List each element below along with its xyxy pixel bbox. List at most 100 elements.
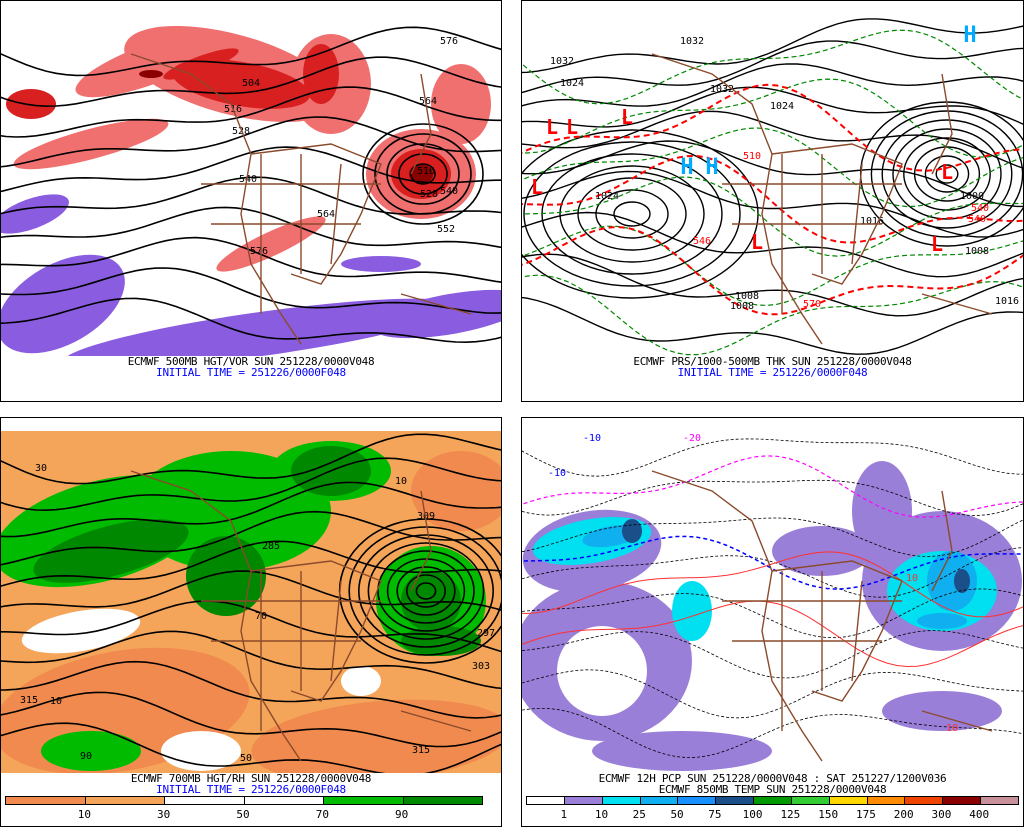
vort-purple: [1, 254, 125, 354]
colorbar-swatch: [324, 797, 404, 804]
contour-label: 1032: [550, 56, 574, 67]
precip-light: [772, 526, 872, 576]
thickness-contour-warm: [522, 225, 1023, 316]
pressure-isobar: [522, 296, 1023, 355]
contour-label: 315: [412, 745, 430, 756]
initial-time: INITIAL TIME = 251226/0000F048: [677, 366, 868, 379]
pressure-isobar: [522, 40, 1023, 94]
initial-time: INITIAL TIME = 251226/0000F048: [156, 783, 346, 796]
precip-colorbar: [526, 796, 1019, 805]
low-isobar: [935, 164, 959, 184]
colorbar-swatch: [791, 797, 830, 804]
map-500mb-vorticity: 504 516 528 540 564 576 516 528 540 552 564 576: [1, 14, 501, 356]
cyclone-contour: [377, 550, 475, 632]
thickness-contour-cold: [522, 274, 1023, 356]
contour-label: 1008: [965, 246, 989, 257]
contour-label: 1016: [860, 216, 884, 227]
colorbar-label: 70: [315, 808, 329, 821]
height-contour: [1, 510, 501, 566]
pressure-isobar: [522, 170, 1023, 238]
height-contour: [1, 56, 501, 108]
contour-label: 540: [971, 203, 989, 214]
low-pressure-marker: L: [941, 160, 953, 184]
vort-purple: [1, 194, 69, 234]
contour-label: 564: [317, 209, 335, 220]
vort-red-light: [75, 30, 227, 98]
contour-label: 1024: [595, 191, 619, 202]
colorbar-swatch: [905, 797, 944, 804]
colorbar-swatch: [403, 797, 482, 804]
vort-red: [6, 89, 56, 119]
rh-saturated: [33, 519, 189, 583]
cyclone-contour: [357, 534, 494, 648]
contour-label: 1008: [735, 291, 759, 302]
low-pressure-marker: L: [621, 105, 633, 129]
precip-moderate: [672, 581, 712, 641]
colorbar-label: 30: [157, 808, 171, 821]
high-pressure-marker: H: [680, 155, 693, 180]
precip-light: [882, 691, 1002, 731]
rh-white: [21, 608, 141, 654]
colorbar-swatch: [678, 797, 717, 804]
temp-contour-warm: [522, 600, 1023, 668]
freezing-line: [522, 455, 1023, 518]
contour-label: 1016: [995, 296, 1019, 307]
height-contour: [1, 691, 501, 748]
height-contour: [1, 26, 501, 77]
height-contour: [1, 86, 501, 138]
contour-label: 1032: [710, 84, 734, 95]
panel-500mb-hgt-vor: 504 516 528 540 564 576 516 528 540 552 564 576 ECM…: [0, 0, 502, 402]
cyclone-contour: [396, 566, 456, 616]
high-isobar: [523, 141, 741, 287]
coastline-borders: [651, 53, 993, 345]
low-pressure-marker: L: [546, 115, 558, 139]
height-contour: [1, 457, 501, 512]
colorbar-swatch: [754, 797, 792, 804]
contour-label: 50: [240, 753, 252, 764]
contour-label: 10: [906, 573, 918, 584]
low-pressure-marker: L: [931, 232, 943, 256]
temp-contour: [522, 669, 1023, 719]
precip-heavy: [917, 613, 967, 629]
contour-label: 10: [50, 696, 62, 707]
colorbar-swatch: [981, 797, 1018, 804]
contour-label: 552: [437, 224, 455, 235]
cyclone-contour: [386, 558, 466, 624]
contour-label: -10: [548, 468, 566, 479]
coastline-borders: [130, 53, 472, 345]
colorbar-label: 50: [236, 808, 250, 821]
panel-caption: ECMWF 500MB HGT/VOR SUN 251228/0000V048: [127, 355, 375, 368]
vort-red: [163, 48, 239, 80]
initial-time: INITIAL TIME = 251226/0000F048: [156, 366, 346, 379]
thickness-contour-cold: [522, 176, 1023, 257]
vort-red-light: [216, 216, 326, 272]
cyclone-contour: [367, 542, 485, 640]
high-pressure-marker: H: [963, 23, 976, 48]
rh-dry: [411, 451, 501, 531]
contour-label: 1024: [560, 78, 584, 89]
colorbar-label: 10: [77, 808, 91, 821]
colorbar-label: 150: [818, 808, 839, 821]
contour-label: 285: [262, 541, 280, 552]
colorbar-swatch: [867, 797, 906, 804]
contour-label: 528: [420, 189, 438, 200]
colorbar-swatch: [6, 797, 86, 804]
colorbar-swatch: [85, 797, 165, 804]
height-contour: [1, 433, 501, 485]
colorbar-label: 200: [893, 808, 914, 821]
contour-label: 540: [440, 186, 458, 197]
colorbar-label: 175: [855, 808, 876, 821]
panel-precip-850mb-temp: -10 -10 -20 10 10 ECMWF 12H PCP SUN 251228/0…: [521, 417, 1024, 827]
temp-contour: [522, 438, 1023, 477]
contour-label: 564: [419, 96, 437, 107]
high-isobar: [613, 201, 651, 227]
colorbar-swatch: [716, 797, 755, 804]
colorbar-swatch: [165, 797, 245, 804]
height-contour: [1, 116, 501, 168]
panel-700mb-hgt-rh: 285 309 315 315 303 297 10 50 90 30 10 70 ECMWF 700…: [0, 417, 502, 827]
vort-red: [171, 59, 311, 109]
contour-label: 10: [946, 723, 958, 734]
pressure-isobar: [522, 18, 1023, 74]
contour-label: 540: [968, 214, 986, 225]
thickness-contour-cold: [522, 78, 1023, 158]
